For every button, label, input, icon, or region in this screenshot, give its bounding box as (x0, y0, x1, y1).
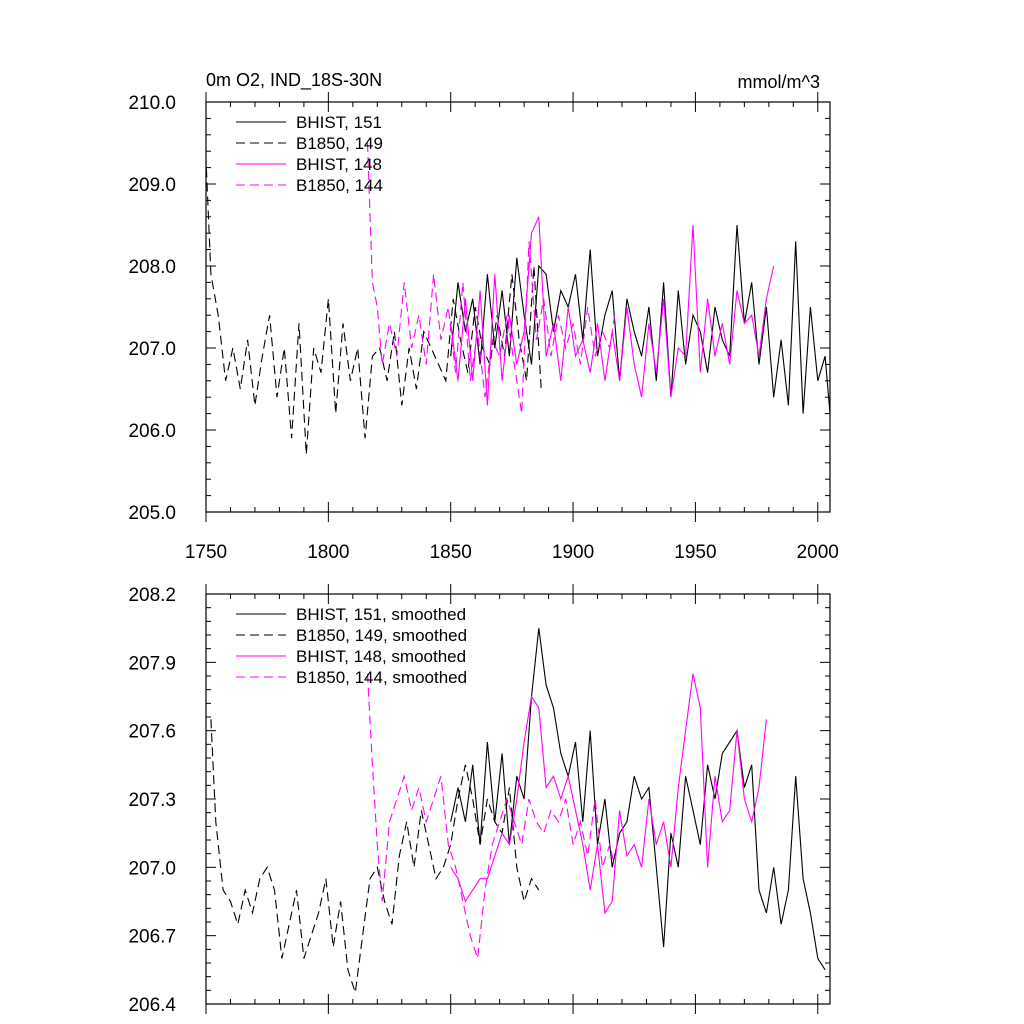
y-tick-label: 207.0 (128, 858, 176, 879)
bottom-plot: 206.4 206.7 207.0 207.3 207.6 207.9 208.2 BHIST… (128, 584, 831, 1016)
series-line-3 (366, 142, 616, 414)
x-tick-label: 1800 (307, 542, 349, 563)
y-tick-label: 207.9 (128, 653, 176, 674)
x-tick-label: 1950 (674, 542, 716, 563)
legend-label: B1850, 144 (296, 176, 383, 195)
x-tick-label: 1750 (185, 542, 227, 563)
y-tick-label: 206.0 (128, 421, 176, 442)
y-tick-label: 206.7 (128, 927, 176, 948)
legend-label: BHIST, 151, smoothed (296, 605, 466, 624)
y-tick-label: 207.6 (128, 722, 176, 743)
y-tick-label: 208.0 (128, 257, 176, 278)
y-tick-label: 208.2 (128, 585, 176, 606)
series-line-3 (366, 673, 616, 959)
x-tick-label: 2000 (797, 542, 839, 563)
legend-label: BHIST, 148, smoothed (296, 647, 466, 666)
series-line-1 (210, 719, 540, 993)
legend-label: B1850, 149, smoothed (296, 626, 467, 645)
series-line-0 (450, 628, 826, 971)
y-tick-label: 206.4 (128, 995, 176, 1016)
top-plot: 1750 1800 1850 1900 1950 2000 205.0 206.0 207.0 2… (128, 70, 838, 563)
x-tick-label: 1850 (430, 542, 472, 563)
series-line-0 (450, 224, 830, 414)
legend-label: BHIST, 151 (296, 113, 382, 132)
y-tick-label: 205.0 (128, 503, 176, 524)
x-tick-label: 1900 (552, 542, 594, 563)
legend-label: B1850, 144, smoothed (296, 668, 467, 687)
plot-frame (205, 101, 831, 513)
chart-title: 0m O2, IND_18S-30N (206, 70, 382, 91)
units-label: mmol/m^3 (738, 72, 820, 92)
legend-label: B1850, 149 (296, 134, 383, 153)
legend-label: BHIST, 148 (296, 155, 382, 174)
y-tick-label: 207.3 (128, 790, 176, 811)
series-line-2 (450, 673, 767, 915)
y-tick-label: 210.0 (128, 93, 176, 114)
y-tick-label: 207.0 (128, 339, 176, 360)
y-tick-label: 209.0 (128, 175, 176, 196)
